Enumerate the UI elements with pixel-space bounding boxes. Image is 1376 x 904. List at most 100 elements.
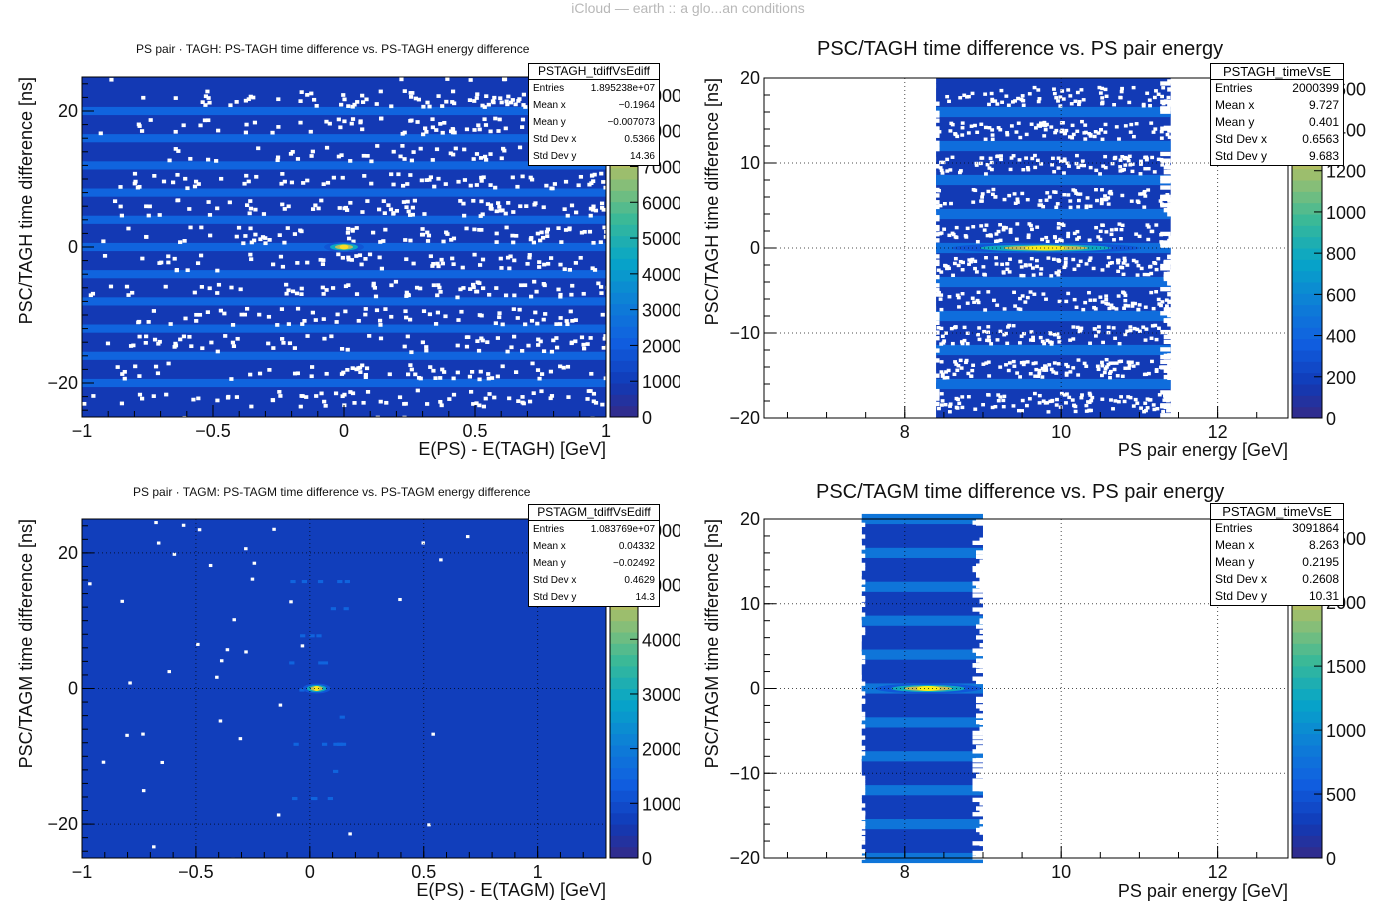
edge-bin xyxy=(975,719,987,725)
hot-bin xyxy=(340,742,347,746)
color-bar-tick-label: 400 xyxy=(1326,327,1356,347)
empty-bin xyxy=(1007,193,1012,198)
empty-bin xyxy=(137,392,143,397)
empty-bin xyxy=(948,129,953,133)
empty-bin xyxy=(563,228,569,232)
empty-bin xyxy=(456,318,461,322)
empty-bin xyxy=(534,289,539,294)
stats-row-std-dev-y: Std Dev y 10.31 xyxy=(1215,589,1339,603)
color-bar-segment xyxy=(610,224,638,237)
color-bar-segment xyxy=(610,733,638,746)
empty-bin xyxy=(981,265,986,269)
empty-bin xyxy=(960,341,965,346)
x-tick-label: −1 xyxy=(72,421,93,441)
empty-bin xyxy=(1126,159,1131,163)
empty-bin xyxy=(324,119,329,124)
empty-bin xyxy=(956,295,961,300)
empty-bin xyxy=(1114,307,1119,311)
empty-bin xyxy=(1015,200,1020,204)
edge-bin xyxy=(932,396,940,401)
edge-bin xyxy=(932,118,940,123)
empty-bin xyxy=(1143,401,1148,405)
empty-bin xyxy=(481,286,486,291)
empty-bin xyxy=(1092,298,1097,302)
empty-bin xyxy=(1143,338,1148,342)
edge-bin xyxy=(1167,322,1178,327)
edge-bin xyxy=(858,526,862,531)
empty-bin xyxy=(407,317,413,322)
empty-bin xyxy=(481,404,486,409)
edge-bin xyxy=(932,283,940,288)
empty-bin xyxy=(346,226,351,231)
empty-bin xyxy=(1091,266,1096,271)
empty-bin xyxy=(1087,290,1091,295)
empty-bin xyxy=(958,170,962,175)
empty-bin xyxy=(215,349,220,354)
empty-bin xyxy=(369,181,374,186)
empty-bin xyxy=(518,283,524,288)
empty-bin xyxy=(984,172,988,176)
empty-bin xyxy=(474,401,479,406)
empty-bin xyxy=(1138,329,1142,333)
edge-bin xyxy=(858,655,866,660)
edge-bin xyxy=(858,630,866,636)
empty-bin xyxy=(254,174,259,179)
empty-bin xyxy=(959,340,964,344)
edge-bin xyxy=(972,855,983,860)
empty-bin xyxy=(1106,302,1110,306)
empty-bin xyxy=(313,318,318,322)
empty-bin xyxy=(216,128,221,133)
edge-bin xyxy=(932,225,940,230)
empty-bin xyxy=(1154,89,1158,93)
stats-row-entries: Entries 1.895238e+07 xyxy=(533,83,655,94)
color-bar-tick-label: 0 xyxy=(642,408,652,428)
edge-bin xyxy=(932,200,940,205)
empty-bin xyxy=(321,416,327,421)
time-band xyxy=(82,134,606,143)
empty-bin xyxy=(364,366,370,371)
empty-bin xyxy=(579,335,585,340)
empty-bin xyxy=(305,93,310,97)
edge-bin xyxy=(858,724,866,729)
empty-bin xyxy=(1053,235,1058,240)
color-bar-segment xyxy=(610,383,638,395)
empty-bin xyxy=(938,231,942,236)
empty-bin xyxy=(440,130,445,135)
empty-bin xyxy=(544,183,549,188)
empty-bin xyxy=(986,290,991,294)
empty-bin xyxy=(1064,401,1068,405)
empty-bin xyxy=(1039,162,1044,166)
empty-bin xyxy=(367,334,372,338)
edge-bin xyxy=(858,699,866,704)
empty-bin xyxy=(597,416,602,421)
empty-bin xyxy=(461,201,466,206)
empty-bin xyxy=(320,262,326,266)
empty-bin xyxy=(115,365,120,369)
empty-bin xyxy=(1050,156,1055,161)
empty-bin xyxy=(512,258,517,263)
empty-bin xyxy=(987,102,991,107)
empty-bin xyxy=(591,399,596,404)
empty-bin xyxy=(942,376,947,380)
edge-bin xyxy=(972,841,983,846)
empty-bin xyxy=(558,262,563,267)
empty-bin xyxy=(109,77,114,82)
empty-bin xyxy=(1060,89,1065,93)
empty-bin xyxy=(521,103,526,107)
empty-bin xyxy=(249,257,254,262)
empty-bin xyxy=(1012,364,1017,368)
color-bar-tick-label: 1000 xyxy=(1326,203,1366,223)
empty-bin xyxy=(1025,166,1030,170)
empty-bin xyxy=(949,326,954,331)
empty-bin xyxy=(1019,273,1024,278)
stats-row-mean-y: Mean y −0.02492 xyxy=(533,558,655,569)
stats-row-mean-x: Mean x 9.727 xyxy=(1215,98,1339,112)
edge-bin xyxy=(858,718,862,723)
edge-bin xyxy=(979,808,990,814)
empty-bin xyxy=(936,268,941,272)
empty-bin xyxy=(994,262,999,266)
empty-bin xyxy=(271,346,276,350)
empty-bin xyxy=(455,295,460,300)
time-band xyxy=(82,106,606,116)
y-tick-label: 20 xyxy=(58,543,78,563)
